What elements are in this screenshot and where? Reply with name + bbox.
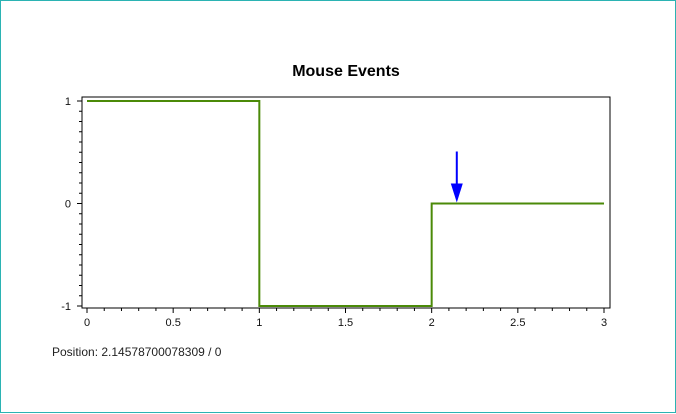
x-tick-label: 2 (429, 317, 435, 329)
series-line (87, 100, 604, 307)
x-tick-label: 2.5 (510, 317, 525, 329)
arrow-head (450, 183, 463, 203)
chart-title: Mouse Events (292, 63, 400, 80)
x-tick-label: 0 (84, 317, 90, 329)
y-tick-label: -1 (61, 301, 71, 313)
y-tick-label: 1 (65, 96, 71, 108)
position-readout: Position: 2.14578700078309 / 0 (52, 345, 222, 359)
x-tick-label: 1 (256, 317, 262, 329)
x-tick-label: 0.5 (166, 317, 181, 329)
y-tick-label: 0 (65, 199, 71, 211)
x-tick-label: 3 (601, 317, 607, 329)
x-tick-label: 1.5 (338, 317, 353, 329)
